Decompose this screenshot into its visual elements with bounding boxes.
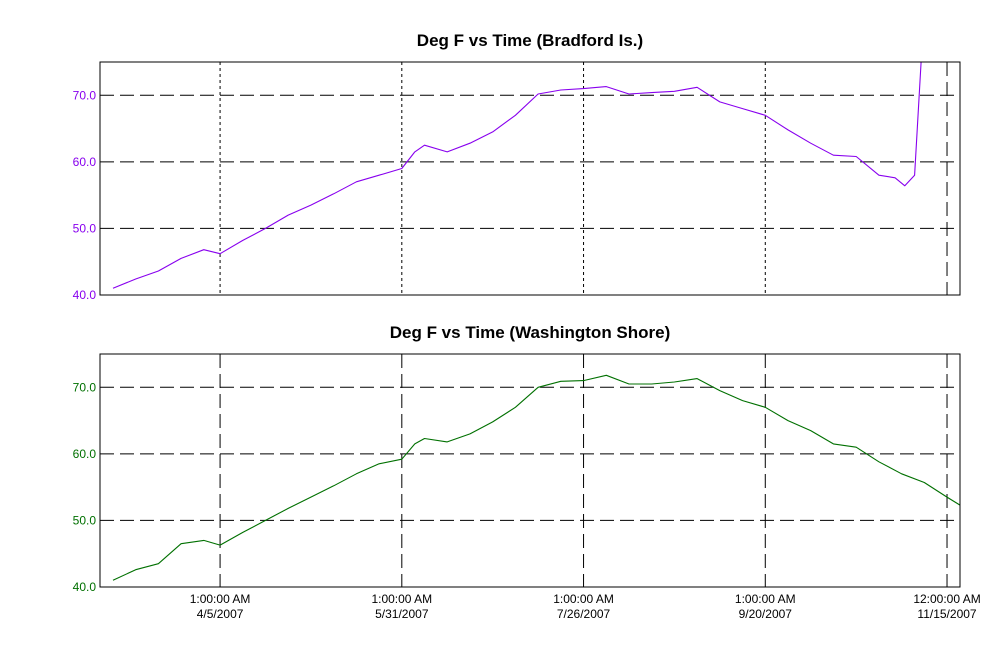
plot-area-border [99, 61, 961, 296]
y-tick-label: 40.0 [73, 288, 97, 302]
y-tick-label: 60.0 [73, 155, 97, 169]
x-tick-date-label: 11/15/2007 [917, 607, 976, 621]
x-tick-time-label: 1:00:00 AM [735, 592, 796, 606]
y-tick-label: 60.0 [73, 447, 97, 461]
chart-title: Deg F vs Time (Washington Shore) [390, 323, 671, 342]
x-tick-time-label: 12:00:00 AM [913, 592, 980, 606]
x-tick-date-label: 4/5/2007 [197, 607, 244, 621]
x-tick-date-label: 7/26/2007 [557, 607, 611, 621]
x-tick-time-label: 1:00:00 AM [371, 592, 432, 606]
chart-bradford: Deg F vs Time (Bradford Is.) 40.0 50.0 60.0… [73, 31, 961, 302]
y-tick-label: 50.0 [73, 221, 97, 235]
chart-title: Deg F vs Time (Bradford Is.) [417, 31, 643, 50]
x-tick-date-label: 5/31/2007 [375, 607, 429, 621]
x-tick-time-label: 1:00:00 AM [190, 592, 251, 606]
series-line [112, 374, 961, 581]
y-tick-label: 50.0 [73, 513, 97, 527]
x-tick-time-label: 1:00:00 AM [553, 592, 614, 606]
series-line [112, 61, 922, 289]
y-tick-label: 70.0 [73, 380, 97, 394]
chart-washington-shore: Deg F vs Time (Washington Shore) 40.0 50.0… [73, 323, 981, 621]
y-tick-label: 70.0 [73, 88, 97, 102]
plot-area-border [99, 353, 961, 588]
y-tick-label: 40.0 [73, 580, 97, 594]
x-tick-date-label: 9/20/2007 [739, 607, 793, 621]
